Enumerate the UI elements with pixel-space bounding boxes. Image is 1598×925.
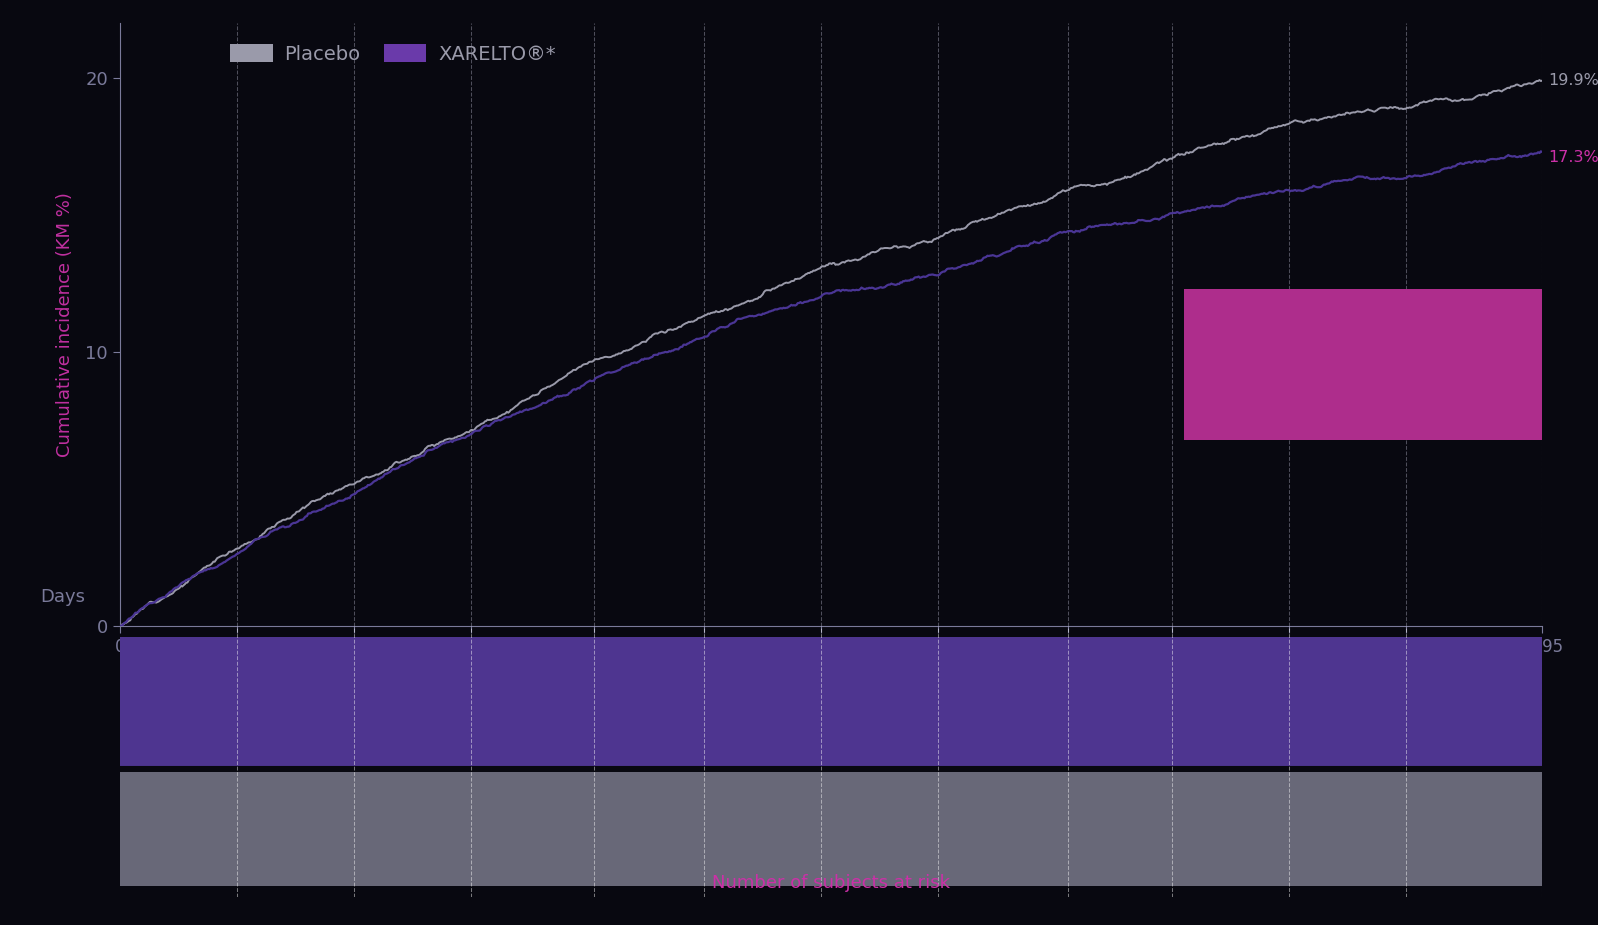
Bar <box>120 636 1542 767</box>
Text: Number of subjects at risk: Number of subjects at risk <box>713 874 949 893</box>
Legend: Placebo, XARELTO®*: Placebo, XARELTO®* <box>222 36 564 71</box>
Bar <box>1184 289 1542 439</box>
Y-axis label: Cumulative incidence (KM %): Cumulative incidence (KM %) <box>56 192 74 457</box>
Text: 19.9%: 19.9% <box>1548 73 1598 88</box>
Text: Days: Days <box>40 587 85 606</box>
Text: 17.3%: 17.3% <box>1548 150 1598 165</box>
Bar <box>120 772 1542 886</box>
